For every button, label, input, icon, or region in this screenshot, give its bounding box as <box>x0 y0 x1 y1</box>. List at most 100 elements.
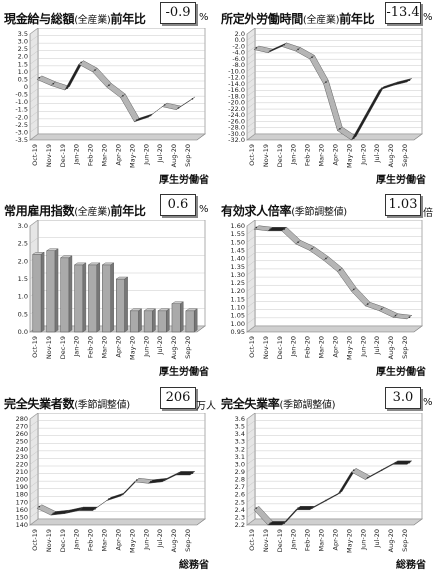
grid-line <box>246 480 256 488</box>
grid-line <box>246 28 256 35</box>
x-tick-label: Jan-20 <box>73 529 81 551</box>
x-tick-label: Apr-20 <box>331 529 339 550</box>
x-tick-label: Dec-19 <box>59 529 67 552</box>
data-point <box>380 87 383 90</box>
grid-line <box>246 496 256 503</box>
y-tick-label: 1.50 <box>231 238 245 246</box>
x-tick-label: Feb-20 <box>304 529 312 551</box>
x-tick-label: Feb-20 <box>87 336 95 358</box>
y-tick-label: 1.05 <box>231 312 245 320</box>
y-tick-label: 1.0 <box>18 293 28 301</box>
x-tick-label: Sep-20 <box>401 529 409 552</box>
x-tick-label: Feb-20 <box>304 336 312 358</box>
y-tick-label: -3.0 <box>15 128 28 136</box>
y-tick-label: 2.4 <box>235 506 245 514</box>
y-tick-label: 1.35 <box>231 263 245 271</box>
chart-panel-overtime: 所定外労働時間(全産業)前年比 -13.4 % 2.0 0.0 -2.0 -4.0 -6… <box>217 0 434 192</box>
grid-line <box>29 420 39 427</box>
grid-line <box>29 42 39 50</box>
grid-line <box>29 413 39 420</box>
chart-canvas: 2.00.0-2.0-4.0-6.0-8.0-10.0-12.0-14.0-16… <box>228 28 423 168</box>
x-tick-label: Nov-19 <box>45 336 53 359</box>
grid-line <box>246 260 256 267</box>
x-tick-label: Apr-20 <box>331 144 339 165</box>
grid-line <box>29 518 39 526</box>
chart-title: 有効求人倍率(季節調整値) <box>221 204 347 218</box>
grid-line <box>29 488 39 495</box>
y-tick-label: 210 <box>16 468 28 476</box>
data-point <box>163 104 166 106</box>
series-segment <box>175 471 196 476</box>
bar <box>46 250 56 333</box>
data-point <box>394 461 397 464</box>
y-tick-label: 1.40 <box>231 255 245 263</box>
y-tick-label: 2.9 <box>235 468 245 476</box>
chart-title: 完全失業率(季節調整値) <box>221 397 336 411</box>
grid-line <box>29 465 39 473</box>
x-tick-label: May-20 <box>128 336 136 360</box>
grid-line <box>246 77 256 85</box>
bar <box>185 310 195 333</box>
y-tick-label: 1.60 <box>231 222 245 230</box>
data-point <box>108 84 110 86</box>
bar-side <box>194 308 198 333</box>
y-tick-label: 3.0 <box>235 460 245 468</box>
y-tick-label: 2.2 <box>235 521 245 529</box>
data-point <box>269 50 272 52</box>
data-point <box>122 493 124 496</box>
bar <box>32 254 42 333</box>
bar <box>116 278 125 333</box>
y-tick-label: 1.00 <box>231 320 245 328</box>
y-tick-label: 270 <box>16 423 28 431</box>
x-tick-label: Oct-19 <box>248 336 256 358</box>
bar <box>102 264 111 333</box>
latest-value-box: -13.4 <box>385 2 421 24</box>
bar <box>88 264 98 333</box>
data-point <box>255 507 258 509</box>
y-tick-label: 250 <box>16 438 28 446</box>
grid-line <box>246 40 256 47</box>
y-tick-label: 0 <box>24 83 28 91</box>
x-tick-label: Feb-20 <box>87 144 95 166</box>
grid-line <box>29 126 39 133</box>
unit-label: 倍 <box>423 208 433 219</box>
grid-line <box>246 465 256 473</box>
data-point <box>66 87 68 90</box>
x-tick-label: Jan-20 <box>73 144 81 166</box>
y-tick-label: 140 <box>16 521 28 529</box>
grid-line <box>246 503 256 511</box>
y-tick-label: 2.7 <box>235 483 245 491</box>
y-tick-label: 150 <box>16 513 28 521</box>
x-tick-label: Aug-20 <box>170 529 178 552</box>
grid-line <box>29 496 39 503</box>
latest-value-box: 3.0 <box>385 387 421 409</box>
chart-panel-wage: 現金給与総額(全産業)前年比 -0.9 % 3.5 3.0 2.5 2.0 1.5 1.0… <box>0 0 217 192</box>
x-tick-label: Jun-20 <box>359 336 367 358</box>
y-tick-label: -26.0 <box>228 117 245 125</box>
x-tick-label: Mar-20 <box>318 336 326 358</box>
x-tick-label: May-20 <box>128 144 136 168</box>
grid-line <box>246 59 256 66</box>
x-tick-label: Jun-20 <box>359 529 367 551</box>
y-tick-label: 190 <box>16 483 28 491</box>
y-tick-label: -8.0 <box>232 61 245 69</box>
grid-line <box>29 65 39 73</box>
grid-line <box>29 450 39 458</box>
data-point <box>325 81 327 83</box>
grid-line <box>246 90 256 97</box>
data-point <box>325 499 327 502</box>
y-tick-label: -1.5 <box>15 106 28 114</box>
plot-floor <box>246 325 423 333</box>
bar-side <box>152 308 156 333</box>
x-tick-label: Jan-20 <box>73 336 81 358</box>
grid-line <box>246 309 256 316</box>
y-tick-label: 0.95 <box>231 328 245 336</box>
data-point <box>80 61 82 64</box>
grid-line <box>29 443 39 450</box>
grid-line <box>246 511 256 518</box>
data-point <box>408 316 411 318</box>
grid-line <box>29 35 39 42</box>
y-tick-label: 1.45 <box>231 246 245 254</box>
grid-line <box>29 95 39 103</box>
